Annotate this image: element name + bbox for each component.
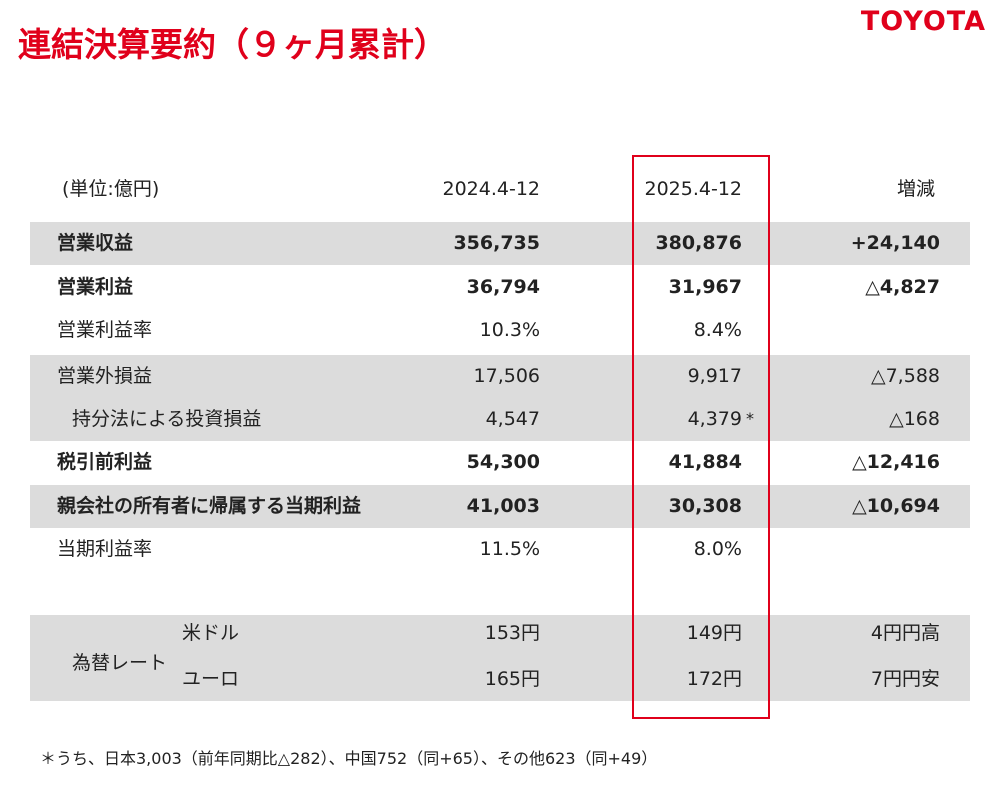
cell-value: 380,876 bbox=[655, 232, 742, 254]
cell-value: △10,694 bbox=[852, 495, 940, 517]
logo: TOYOTA bbox=[860, 6, 986, 37]
fx-value: 149円 bbox=[686, 622, 742, 644]
row-label: 営業利益率 bbox=[57, 319, 153, 341]
cell-value: 41,884 bbox=[668, 451, 742, 473]
cell-value: 8.0% bbox=[693, 538, 742, 560]
cell-value: 9,917 bbox=[687, 365, 742, 387]
row-band bbox=[30, 398, 970, 441]
fx-value: 165円 bbox=[484, 668, 540, 690]
cell-value: △7,588 bbox=[870, 365, 940, 387]
cell-value: △4,827 bbox=[865, 276, 940, 298]
cell-value: 36,794 bbox=[466, 276, 540, 298]
column-header: 2025.4-12 bbox=[644, 178, 742, 200]
row-band bbox=[30, 485, 970, 528]
fx-label: 為替レート bbox=[72, 652, 168, 674]
cell-value: 54,300 bbox=[466, 451, 540, 473]
cell-value: 31,967 bbox=[668, 276, 742, 298]
unit-label: (単位:億円) bbox=[62, 178, 160, 200]
footnote: ＊うち、日本3,003（前年同期比△282）、中国752（同+65）、その他62… bbox=[40, 749, 658, 768]
cell-value: 8.4% bbox=[693, 319, 742, 341]
row-label: 持分法による投資損益 bbox=[72, 408, 262, 430]
row-label: 営業収益 bbox=[57, 232, 134, 254]
cell-value: 4,547 bbox=[485, 408, 540, 430]
row-label: 当期利益率 bbox=[57, 538, 153, 560]
cell-value: 356,735 bbox=[453, 232, 540, 254]
fx-currency: ユーロ bbox=[182, 668, 240, 690]
column-header: 2024.4-12 bbox=[442, 178, 540, 200]
row-label: 営業外損益 bbox=[57, 365, 153, 387]
cell-value: 4,379 bbox=[687, 408, 742, 430]
row-label: 営業利益 bbox=[57, 276, 134, 298]
note-mark: * bbox=[746, 409, 754, 428]
row-label: 親会社の所有者に帰属する当期利益 bbox=[57, 495, 362, 517]
fx-value: 172円 bbox=[686, 668, 742, 690]
cell-value: △12,416 bbox=[852, 451, 940, 473]
fx-value: 153円 bbox=[484, 622, 540, 644]
fx-band bbox=[30, 615, 970, 701]
fx-value: 4円円高 bbox=[870, 622, 940, 644]
title: 連結決算要約（９ヶ月累計） bbox=[18, 25, 447, 64]
cell-value: 11.5% bbox=[479, 538, 540, 560]
cell-value: 17,506 bbox=[473, 365, 540, 387]
cell-value: 41,003 bbox=[466, 495, 540, 517]
fx-currency: 米ドル bbox=[182, 622, 240, 644]
cell-value: 30,308 bbox=[668, 495, 742, 517]
column-header: 増減 bbox=[896, 178, 935, 200]
cell-value: 10.3% bbox=[479, 319, 540, 341]
fx-value: 7円円安 bbox=[870, 668, 940, 690]
row-label: 税引前利益 bbox=[57, 451, 153, 473]
row-band bbox=[30, 222, 970, 265]
cell-value: +24,140 bbox=[850, 232, 940, 254]
row-band bbox=[30, 355, 970, 398]
highlight-box bbox=[632, 155, 770, 719]
cell-value: △168 bbox=[889, 408, 940, 430]
